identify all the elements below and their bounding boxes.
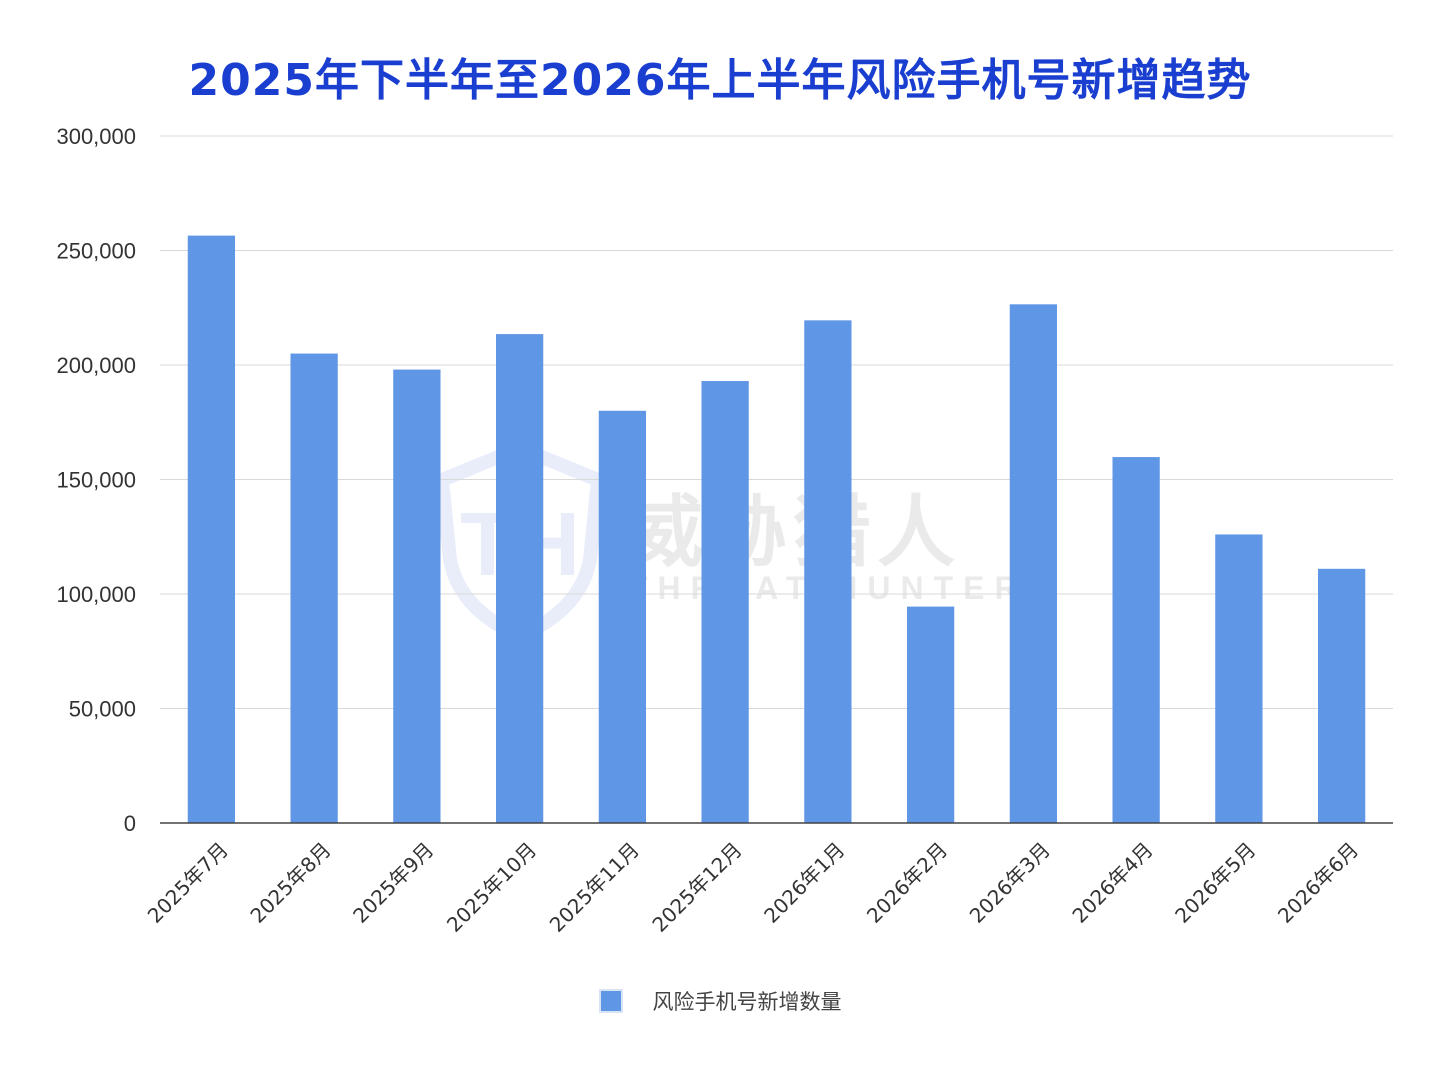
y-tick-label: 200,000 bbox=[56, 353, 136, 378]
grid-lines bbox=[160, 135, 1393, 709]
bar[interactable] bbox=[495, 334, 544, 823]
bar[interactable] bbox=[598, 410, 647, 823]
bar[interactable] bbox=[393, 369, 441, 823]
x-tick-label: 2025年7月 bbox=[143, 838, 233, 928]
bar[interactable] bbox=[1215, 534, 1263, 823]
x-tick-label: 2026年1月 bbox=[759, 838, 849, 928]
y-tick-label: 150,000 bbox=[56, 468, 136, 493]
legend-swatch[interactable] bbox=[598, 989, 623, 1013]
legend-label[interactable]: 风险手机号新增数量 bbox=[652, 990, 842, 1014]
x-tick-labels: 2025年7月 2025年8月 2025年9月 2025年10月 2025年11月 202… bbox=[143, 838, 1363, 937]
x-tick-label: 2025年9月 bbox=[348, 838, 438, 928]
chart-title: 2025年下半年至2026年上半年风险手机号新增趋势 bbox=[188, 55, 1252, 106]
bars bbox=[187, 235, 1366, 824]
x-tick-label: 2026年3月 bbox=[965, 838, 1055, 928]
y-tick-label: 50,000 bbox=[69, 697, 136, 722]
y-tick-label: 250,000 bbox=[56, 239, 136, 264]
y-tick-label: 100,000 bbox=[56, 582, 136, 607]
x-tick-label: 2025年8月 bbox=[245, 838, 335, 928]
y-tick-labels: 0 50,000 100,000 150,000 200,000 250,000 300,0… bbox=[56, 124, 136, 836]
bar[interactable] bbox=[290, 353, 338, 823]
bar[interactable] bbox=[804, 320, 852, 823]
x-tick-label: 2025年11月 bbox=[545, 838, 644, 937]
x-tick-label: 2025年12月 bbox=[647, 838, 746, 937]
y-tick-label: 0 bbox=[124, 811, 136, 836]
bar[interactable] bbox=[906, 606, 955, 823]
x-tick-label: 2026年5月 bbox=[1170, 838, 1260, 928]
bar[interactable] bbox=[1112, 457, 1160, 823]
x-tick-label: 2026年6月 bbox=[1273, 838, 1363, 928]
bar[interactable] bbox=[187, 235, 236, 824]
bar[interactable] bbox=[701, 381, 749, 823]
bar[interactable] bbox=[1009, 304, 1058, 823]
x-tick-label: 2026年2月 bbox=[862, 838, 952, 928]
chart-plot: 0 50,000 100,000 150,000 200,000 250,000 300,0… bbox=[56, 124, 1393, 937]
x-tick-label: 2025年10月 bbox=[442, 838, 541, 937]
legend: 风险手机号新增数量 bbox=[0, 986, 1440, 1016]
y-tick-label: 300,000 bbox=[56, 124, 136, 149]
bar[interactable] bbox=[1317, 568, 1366, 823]
x-tick-label: 2026年4月 bbox=[1067, 838, 1157, 928]
